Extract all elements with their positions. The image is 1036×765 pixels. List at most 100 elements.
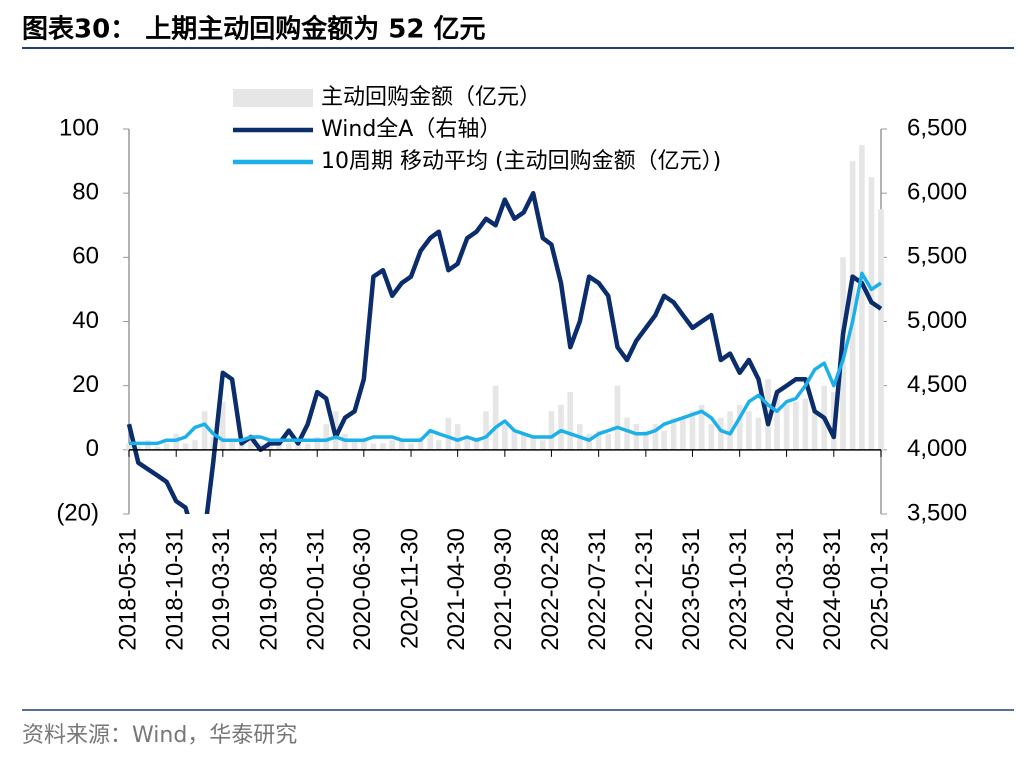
bar [548, 411, 555, 450]
y-tick-label: 0 [86, 435, 99, 462]
bar [811, 411, 818, 450]
bar [286, 443, 292, 450]
x-tick-label: 2021-04-30 [443, 528, 470, 651]
bar [473, 437, 480, 450]
bar [755, 417, 762, 450]
bar [793, 401, 799, 450]
bar [868, 177, 875, 450]
bar [502, 424, 508, 450]
bar [445, 417, 452, 450]
bar [774, 392, 780, 450]
x-tick-label: 2023-05-31 [678, 528, 705, 651]
y-tick-label: 40 [72, 307, 99, 334]
bar [661, 430, 667, 450]
y2-tick-label: 3,500 [907, 499, 967, 526]
x-tick-label: 2020-06-30 [349, 528, 376, 651]
bar [464, 437, 471, 450]
x-tick-label: 2018-05-31 [114, 528, 141, 651]
bar [849, 161, 856, 450]
x-tick-label: 2022-07-31 [584, 528, 611, 651]
bar [624, 417, 630, 450]
x-tick-label: 2022-12-31 [631, 528, 658, 651]
bar [361, 440, 367, 450]
line [126, 190, 883, 514]
bar [783, 404, 790, 450]
bar [511, 430, 518, 450]
bar [314, 437, 321, 450]
legend-label: 主动回购金额（亿元） [321, 85, 541, 110]
bar [192, 440, 198, 450]
bar [427, 430, 433, 450]
bar [530, 437, 537, 450]
y2-tick-label: 5,000 [907, 307, 967, 334]
bar [323, 424, 330, 450]
bar [595, 430, 602, 450]
bar [417, 437, 424, 450]
bar [605, 433, 612, 450]
bar [689, 411, 696, 450]
bar [670, 417, 677, 450]
bar [633, 424, 640, 450]
bar [389, 440, 396, 450]
x-tick-label: 2025-01-31 [866, 528, 893, 651]
bar [163, 443, 170, 450]
bar [539, 440, 546, 450]
y-tick-label: 100 [59, 114, 99, 141]
y2-tick-label: 6,500 [907, 114, 967, 141]
bar [746, 411, 752, 450]
y2-tick-label: 5,500 [907, 243, 967, 270]
line [129, 271, 882, 446]
y2-tick-label: 4,500 [907, 371, 967, 398]
bar [643, 430, 649, 450]
y-tick-label: 60 [72, 243, 99, 270]
bar [454, 424, 461, 450]
bar [229, 440, 235, 450]
bar [652, 424, 659, 450]
bar [567, 392, 574, 450]
bar [248, 437, 254, 450]
x-tick-label: 2018-10-31 [162, 528, 189, 651]
bar [135, 446, 142, 450]
bar [238, 443, 245, 450]
bar [736, 404, 743, 450]
legend-label: Wind全A（右轴） [321, 117, 501, 142]
y-tick-label: 20 [72, 371, 99, 398]
bar [154, 446, 161, 450]
y2-tick-label: 4,000 [907, 435, 967, 462]
bar [182, 443, 189, 450]
y2-tick-label: 6,000 [907, 179, 967, 206]
bar [219, 401, 226, 450]
bar [718, 417, 724, 450]
y-tick-label: 80 [72, 179, 99, 206]
x-tick-label: 2020-01-31 [303, 528, 330, 651]
bar [201, 411, 208, 450]
source: 资料来源：Wind，华泰研究 [22, 723, 297, 748]
legend-swatch [233, 89, 313, 107]
bar [398, 440, 405, 450]
bar [520, 433, 527, 450]
x-tick-label: 2020-11-30 [396, 528, 423, 649]
x-tick-label: 2022-02-28 [537, 528, 564, 651]
bar [878, 209, 884, 450]
bar [435, 440, 442, 450]
bar [380, 443, 386, 450]
plot-area [126, 145, 884, 514]
x-tick-label: 2019-03-31 [208, 528, 235, 651]
bar [859, 145, 865, 450]
bar [558, 404, 564, 450]
bar [483, 411, 489, 450]
legend-label: 10周期 移动平均 (主动回购金额（亿元）) [321, 149, 721, 174]
x-tick-label: 2024-03-31 [772, 528, 799, 651]
bar [492, 385, 499, 450]
x-tick-label: 2024-08-31 [819, 528, 846, 651]
bar [802, 398, 809, 450]
bar [276, 443, 283, 450]
bar [351, 440, 358, 450]
x-tick-label: 2019-08-31 [255, 528, 282, 651]
y-tick-label: (20) [56, 499, 99, 526]
bar [304, 443, 311, 450]
bar [680, 417, 686, 450]
bar [408, 443, 414, 450]
bar [126, 443, 132, 450]
